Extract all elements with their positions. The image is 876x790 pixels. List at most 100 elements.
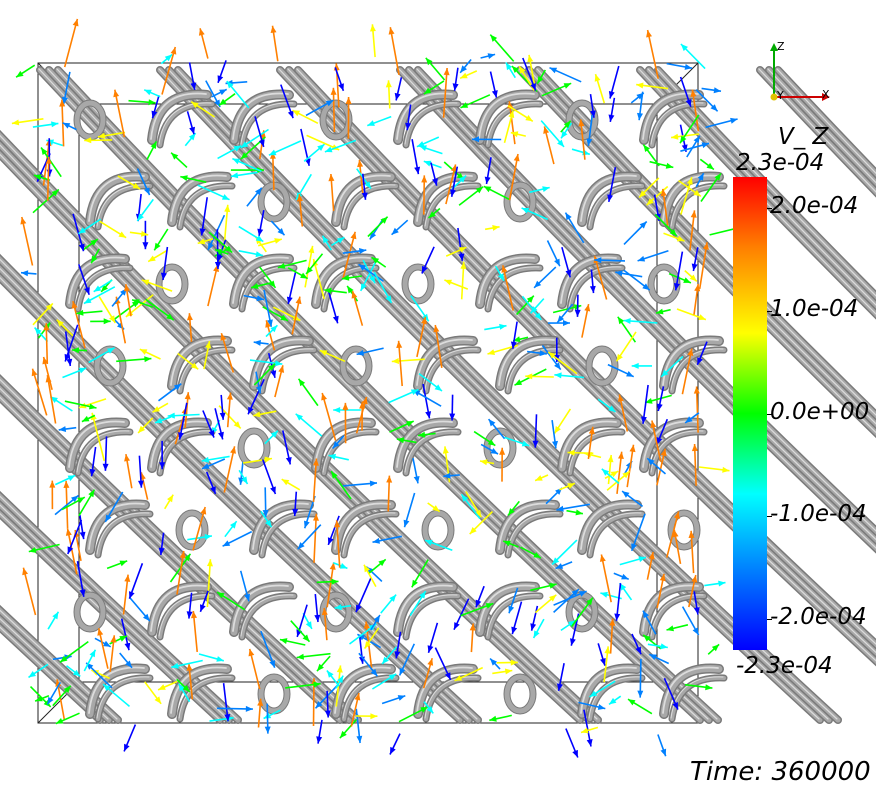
velocity-arrow-head xyxy=(144,89,152,96)
velocity-arrow-head xyxy=(714,173,721,181)
streamtube-highlight xyxy=(478,584,535,632)
velocity-arrow-head xyxy=(511,66,519,73)
velocity-arrow-head xyxy=(248,648,255,657)
velocity-arrow-shaft xyxy=(695,386,699,433)
velocity-arrow-head xyxy=(601,468,610,476)
velocity-arrow-head xyxy=(191,611,197,619)
streamtube xyxy=(640,419,703,472)
streamtube xyxy=(486,265,542,311)
velocity-arrow-head xyxy=(370,24,376,32)
velocity-arrow-head xyxy=(706,162,714,170)
velocity-arrow-shaft xyxy=(66,528,78,575)
velocity-arrow-head xyxy=(257,698,264,706)
velocity-arrow-head xyxy=(43,323,50,331)
velocity-arrow-head xyxy=(226,81,234,89)
velocity-arrow-head xyxy=(124,284,130,292)
velocity-arrow-head xyxy=(324,710,331,718)
velocity-arrow-head xyxy=(461,494,469,502)
velocity-arrow-head xyxy=(571,589,579,597)
colorbar-tick-label: 0.0e+00 xyxy=(770,398,870,425)
velocity-arrow-head xyxy=(636,82,644,89)
velocity-arrow-head xyxy=(574,309,581,317)
velocity-arrow-head xyxy=(388,673,397,681)
velocity-arrow-head xyxy=(369,480,377,487)
velocity-arrow-head xyxy=(89,403,97,410)
streamtube-highlight xyxy=(407,68,876,541)
velocity-arrow-head xyxy=(458,247,467,253)
streamtube-highlight xyxy=(404,102,458,145)
streamtube-highlight xyxy=(240,102,294,145)
velocity-arrow-head xyxy=(332,441,340,449)
velocity-arrow-head xyxy=(645,398,653,404)
velocity-arrow-head xyxy=(581,727,589,734)
velocity-arrow-head xyxy=(154,696,162,704)
streamtube-highlight xyxy=(170,174,227,222)
velocity-arrow-head xyxy=(527,54,534,63)
velocity-arrow-head xyxy=(432,505,440,512)
velocity-arrow-head xyxy=(676,235,685,242)
velocity-arrow-head xyxy=(554,372,562,379)
velocity-arrow-head xyxy=(488,419,496,427)
streamtube xyxy=(168,173,231,226)
velocity-arrow-shaft xyxy=(114,89,126,138)
velocity-arrow-head xyxy=(503,540,511,547)
streamtube-highlight xyxy=(150,584,207,632)
streamtube xyxy=(588,183,644,229)
velocity-arrow-shaft xyxy=(616,451,623,494)
velocity-arrow-head xyxy=(188,133,196,141)
velocity-arrow-head xyxy=(554,362,561,370)
streamtube xyxy=(578,173,641,226)
streamtube-highlight xyxy=(670,676,724,719)
streamtube-ring xyxy=(340,346,372,386)
velocity-arrow-head xyxy=(567,483,575,489)
streamtube-highlight xyxy=(158,102,212,145)
velocity-arrow-head xyxy=(554,426,561,434)
velocity-arrow-head xyxy=(84,137,92,144)
velocity-arrow-head xyxy=(204,534,212,540)
streamtube xyxy=(178,347,234,393)
streamtube-highlight xyxy=(416,338,473,386)
velocity-arrow-head xyxy=(521,208,530,214)
velocity-arrow-head xyxy=(222,540,231,547)
velocity-arrow-head xyxy=(444,279,452,286)
velocity-arrow-head xyxy=(563,120,571,128)
streamtube xyxy=(178,183,234,229)
velocity-arrow-head xyxy=(589,285,596,294)
velocity-arrow-head xyxy=(557,139,564,147)
velocity-arrow-shaft xyxy=(342,231,356,279)
velocity-arrow-head xyxy=(52,611,59,620)
streamtube-highlight xyxy=(404,594,458,637)
velocity-arrow-head xyxy=(484,176,491,184)
velocity-arrow-head xyxy=(321,393,327,401)
velocity-arrow-head xyxy=(405,122,412,131)
velocity-arrow-head xyxy=(50,396,58,403)
velocity-arrow-head xyxy=(534,280,542,288)
velocity-arrow-head xyxy=(220,333,227,341)
velocity-arrow-head xyxy=(491,90,498,98)
streamtube xyxy=(96,675,152,721)
velocity-arrow-head xyxy=(391,227,399,235)
velocity-arrow-head xyxy=(396,340,403,348)
streamtube xyxy=(660,665,723,718)
streamtube-highlight xyxy=(0,512,220,720)
velocity-arrow-head xyxy=(72,18,79,27)
streamtube-ring xyxy=(238,428,270,468)
velocity-arrow-shaft xyxy=(21,216,34,266)
velocity-arrow-head xyxy=(718,580,726,587)
streamtube-highlight xyxy=(56,68,718,720)
velocity-arrow-head xyxy=(690,210,697,218)
velocity-arrow-head xyxy=(539,350,547,357)
velocity-arrow-head xyxy=(660,643,668,650)
velocity-arrow-head xyxy=(268,149,277,156)
velocity-arrow-head xyxy=(390,746,396,755)
velocity-arrow-head xyxy=(217,254,223,262)
streamtube-highlight xyxy=(278,68,876,662)
streamtube-highlight xyxy=(170,666,227,714)
velocity-arrow-head xyxy=(530,83,536,91)
velocity-arrow-head xyxy=(610,471,619,478)
streamtube xyxy=(240,101,296,147)
velocity-arrow-head xyxy=(258,139,265,147)
velocity-arrow-shaft xyxy=(31,368,48,416)
streamtube xyxy=(96,183,152,229)
velocity-arrow-head xyxy=(510,131,519,138)
